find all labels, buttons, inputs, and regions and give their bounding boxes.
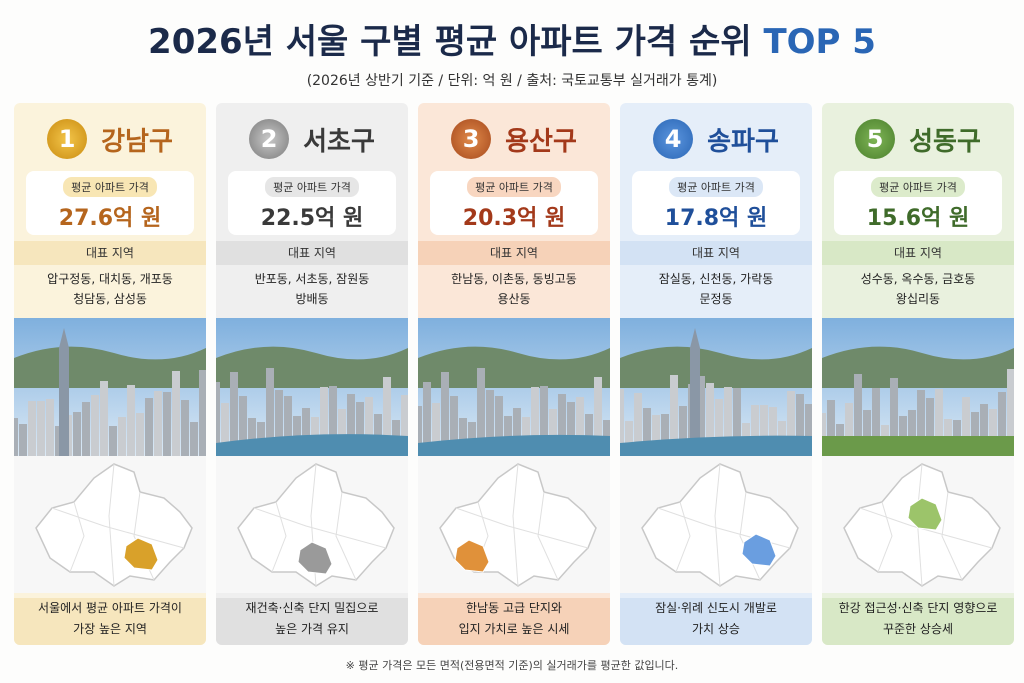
region-label: 대표 지역 bbox=[216, 241, 408, 265]
rank-badge: 2 bbox=[249, 119, 290, 159]
price-label: 평균 아파트 가격 bbox=[669, 177, 763, 197]
price-label: 평균 아파트 가격 bbox=[871, 177, 965, 197]
price-label: 평균 아파트 가격 bbox=[265, 177, 359, 197]
seoul-map bbox=[843, 463, 1001, 587]
neighborhood-line: 문정동 bbox=[699, 292, 733, 306]
district-photo bbox=[14, 318, 206, 456]
photo-illustration bbox=[822, 318, 1014, 456]
district-photo bbox=[822, 318, 1014, 456]
price-value: 15.6억 원 bbox=[866, 206, 970, 231]
region-label: 대표 지역 bbox=[14, 241, 206, 265]
price-value: 22.5억 원 bbox=[260, 206, 364, 231]
description-line: 잠실·위례 신도시 개발로 bbox=[655, 601, 777, 615]
description-line: 가치 상승 bbox=[692, 622, 740, 636]
photo-illustration bbox=[418, 318, 610, 456]
card: 3 용산구 평균 아파트 가격 20.3억 원 대표 지역 한남동, 이촌동, 동빙고동 용… bbox=[418, 103, 610, 645]
title: 2026년 서울 구별 평균 아파트 가격 순위 TOP 5 bbox=[0, 14, 1024, 63]
seoul-map bbox=[35, 463, 193, 587]
neighborhood-line: 한남동, 이촌동, 동빙고동 bbox=[451, 272, 577, 286]
price-box: 평균 아파트 가격 20.3억 원 bbox=[430, 171, 598, 235]
district-name: 강남구 bbox=[101, 126, 173, 157]
photo-illustration bbox=[216, 318, 408, 456]
card-header: 4 송파구 bbox=[620, 113, 812, 165]
rank-badge: 3 bbox=[451, 119, 492, 159]
card-header: 5 성동구 bbox=[822, 113, 1014, 165]
card-header: 2 서초구 bbox=[216, 113, 408, 165]
district-name: 송파구 bbox=[707, 126, 779, 157]
neighborhood-line: 용산동 bbox=[497, 292, 531, 306]
description-line: 재건축·신축 단지 밀집으로 bbox=[245, 601, 379, 615]
neighborhood-line: 잠실동, 신천동, 가락동 bbox=[658, 272, 774, 286]
description-line: 서울에서 평균 아파트 가격이 bbox=[38, 601, 182, 615]
district-photo bbox=[620, 318, 812, 456]
district-photo bbox=[216, 318, 408, 456]
region-label: 대표 지역 bbox=[418, 241, 610, 265]
price-value: 27.6억 원 bbox=[58, 206, 162, 231]
footnote: ※ 평균 가격은 모든 면적(전용면적 기준)의 실거래가를 평균한 값입니다. bbox=[345, 659, 679, 672]
price-box: 평균 아파트 가격 15.6억 원 bbox=[834, 171, 1002, 235]
photo-illustration bbox=[620, 318, 812, 456]
photo-illustration bbox=[14, 318, 206, 456]
district-map bbox=[620, 456, 812, 593]
price-label: 평균 아파트 가격 bbox=[467, 177, 561, 197]
district-name: 서초구 bbox=[303, 126, 375, 157]
neighborhood-line: 청담동, 삼성동 bbox=[73, 292, 147, 306]
description-line: 높은 가격 유지 bbox=[275, 622, 349, 636]
region-label: 대표 지역 bbox=[620, 241, 812, 265]
rank-badge: 1 bbox=[47, 119, 88, 159]
region-label: 대표 지역 bbox=[822, 241, 1014, 265]
description-line: 가장 높은 지역 bbox=[73, 622, 147, 636]
neighborhood-line: 반포동, 서초동, 잠원동 bbox=[254, 272, 370, 286]
price-label: 평균 아파트 가격 bbox=[63, 177, 157, 197]
neighborhood-line: 방배동 bbox=[295, 292, 329, 306]
description-line: 한강 접근성·신축 단지 영향으로 bbox=[838, 601, 998, 615]
rank-badge: 5 bbox=[855, 119, 896, 159]
seoul-map bbox=[439, 463, 597, 587]
title-text: 2026년 서울 구별 평균 아파트 가격 순위 bbox=[148, 22, 752, 62]
district-name: 용산구 bbox=[505, 126, 577, 157]
price-box: 평균 아파트 가격 27.6억 원 bbox=[26, 171, 194, 235]
price-value: 20.3억 원 bbox=[462, 206, 566, 231]
card-header: 1 강남구 bbox=[14, 113, 206, 165]
neighborhood-line: 성수동, 옥수동, 금호동 bbox=[860, 272, 976, 286]
description-line: 한남동 고급 단지와 bbox=[466, 601, 562, 615]
card-header: 3 용산구 bbox=[418, 113, 610, 165]
price-box: 평균 아파트 가격 22.5억 원 bbox=[228, 171, 396, 235]
seoul-map bbox=[237, 463, 395, 587]
district-map bbox=[822, 456, 1014, 593]
district-map bbox=[216, 456, 408, 593]
rank-badge: 4 bbox=[653, 119, 694, 159]
subtitle: (2026년 상반기 기준 / 단위: 억 원 / 출처: 국토교통부 실거래가… bbox=[306, 73, 718, 89]
district-map bbox=[418, 456, 610, 593]
district-map bbox=[14, 456, 206, 593]
price-box: 평균 아파트 가격 17.8억 원 bbox=[632, 171, 800, 235]
district-name: 성동구 bbox=[909, 126, 981, 157]
neighborhood-line: 왕십리동 bbox=[895, 292, 941, 306]
seoul-map bbox=[641, 463, 799, 587]
price-value: 17.8억 원 bbox=[664, 206, 768, 231]
description-line: 입지 가치로 높은 시세 bbox=[458, 622, 570, 636]
title-highlight: TOP 5 bbox=[763, 22, 876, 62]
description-line: 꾸준한 상승세 bbox=[882, 622, 954, 636]
district-photo bbox=[418, 318, 610, 456]
neighborhood-line: 압구정동, 대치동, 개포동 bbox=[47, 272, 173, 286]
